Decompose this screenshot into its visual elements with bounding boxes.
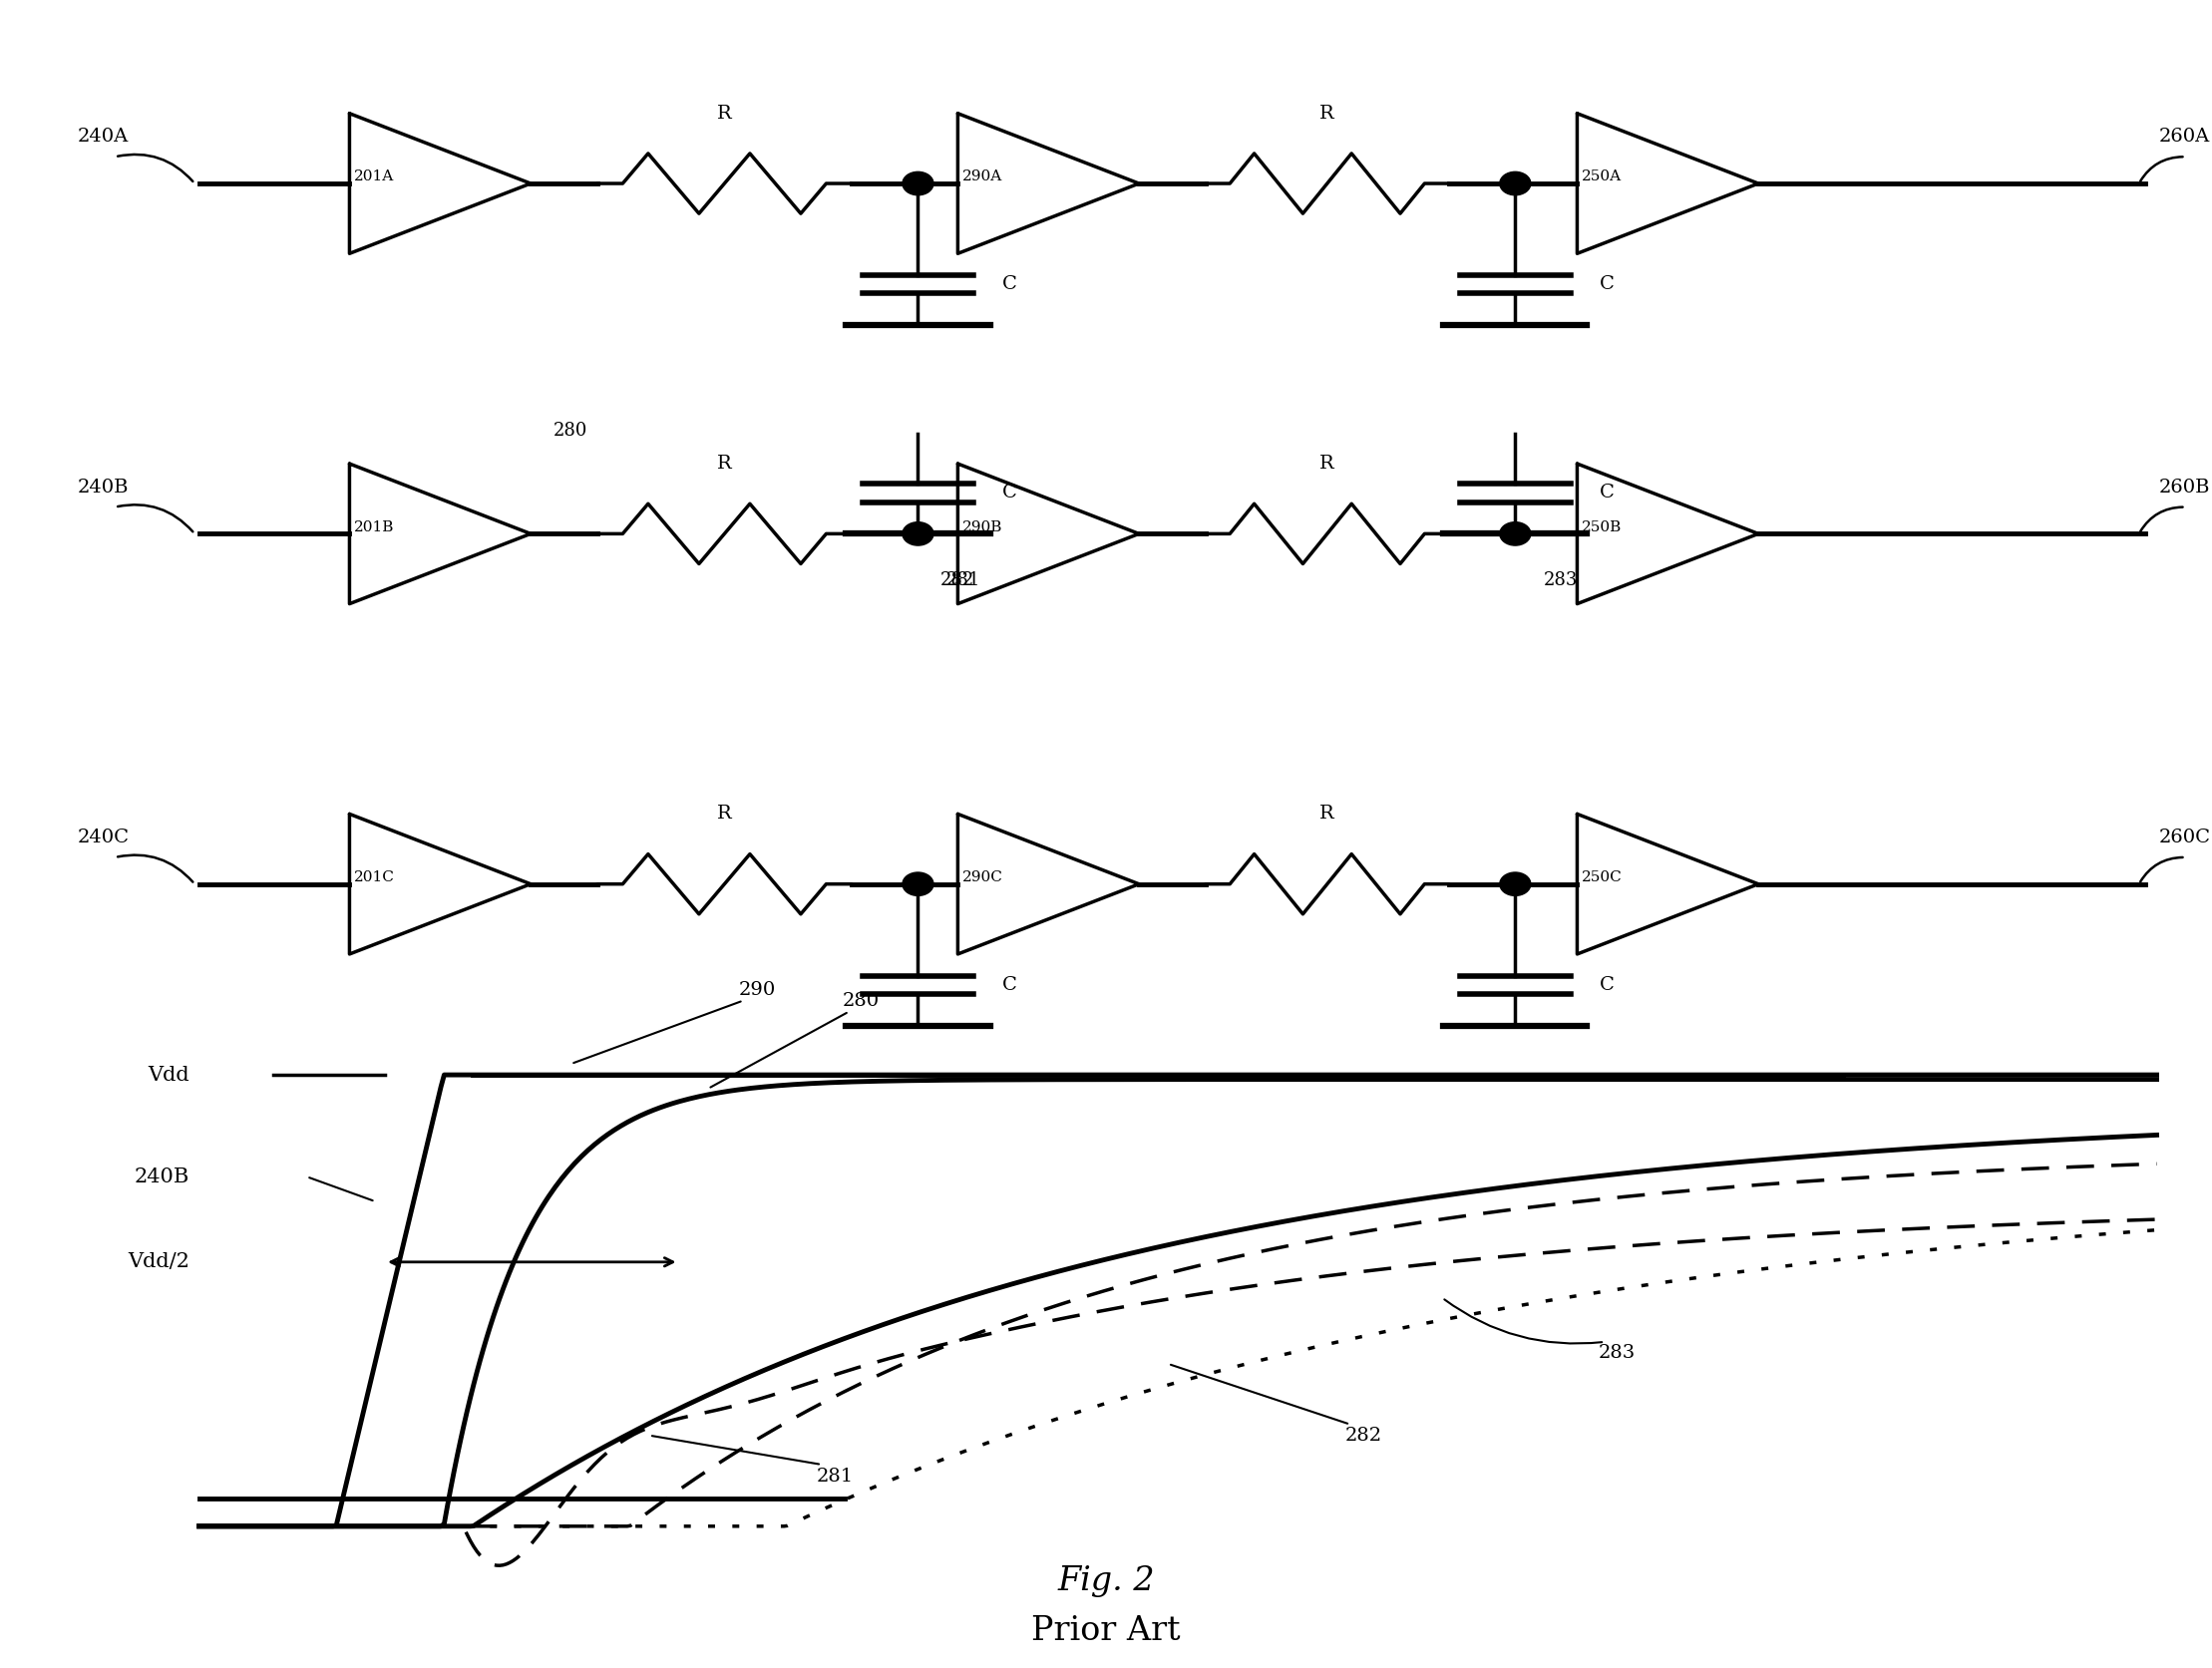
Text: 283: 283 bbox=[1599, 1344, 1637, 1361]
Text: 240B: 240B bbox=[77, 479, 128, 495]
Circle shape bbox=[902, 172, 933, 195]
Text: Fig. 2: Fig. 2 bbox=[1057, 1565, 1155, 1598]
Text: C: C bbox=[1002, 484, 1018, 502]
Circle shape bbox=[1500, 522, 1531, 545]
Text: 290: 290 bbox=[739, 981, 776, 999]
Text: R: R bbox=[1321, 806, 1334, 822]
Text: R: R bbox=[1321, 105, 1334, 122]
Text: R: R bbox=[717, 455, 732, 472]
Text: 281: 281 bbox=[947, 572, 980, 589]
Text: 260B: 260B bbox=[2159, 479, 2210, 495]
Text: 260A: 260A bbox=[2159, 128, 2210, 145]
Text: 250C: 250C bbox=[1582, 871, 1621, 884]
Text: C: C bbox=[1599, 484, 1615, 502]
Text: 281: 281 bbox=[816, 1468, 854, 1486]
Text: 290A: 290A bbox=[962, 170, 1002, 183]
Text: 280: 280 bbox=[843, 991, 878, 1009]
Text: R: R bbox=[717, 105, 732, 122]
Text: 280: 280 bbox=[553, 422, 588, 439]
Text: 201C: 201C bbox=[354, 871, 394, 884]
Text: R: R bbox=[1321, 455, 1334, 472]
Text: 283: 283 bbox=[1544, 572, 1577, 589]
Text: Vdd: Vdd bbox=[148, 1066, 190, 1084]
Text: 282: 282 bbox=[940, 572, 973, 589]
Text: C: C bbox=[1002, 976, 1018, 994]
Circle shape bbox=[902, 522, 933, 545]
Circle shape bbox=[1500, 872, 1531, 896]
Text: C: C bbox=[1599, 275, 1615, 294]
Text: 240C: 240C bbox=[77, 829, 128, 846]
Text: C: C bbox=[1002, 275, 1018, 294]
Text: 282: 282 bbox=[1345, 1426, 1382, 1444]
Text: 201B: 201B bbox=[354, 520, 394, 534]
Text: 260C: 260C bbox=[2159, 829, 2210, 846]
Text: 250B: 250B bbox=[1582, 520, 1621, 534]
Text: Vdd/2: Vdd/2 bbox=[128, 1253, 190, 1271]
Text: Prior Art: Prior Art bbox=[1031, 1615, 1181, 1648]
Text: 290C: 290C bbox=[962, 871, 1002, 884]
Text: R: R bbox=[717, 806, 732, 822]
Text: 240B: 240B bbox=[135, 1168, 190, 1186]
Text: 250A: 250A bbox=[1582, 170, 1621, 183]
Text: 290B: 290B bbox=[962, 520, 1002, 534]
Text: C: C bbox=[1599, 976, 1615, 994]
Text: 201A: 201A bbox=[354, 170, 394, 183]
Circle shape bbox=[902, 872, 933, 896]
Text: 240A: 240A bbox=[77, 128, 128, 145]
Circle shape bbox=[1500, 172, 1531, 195]
